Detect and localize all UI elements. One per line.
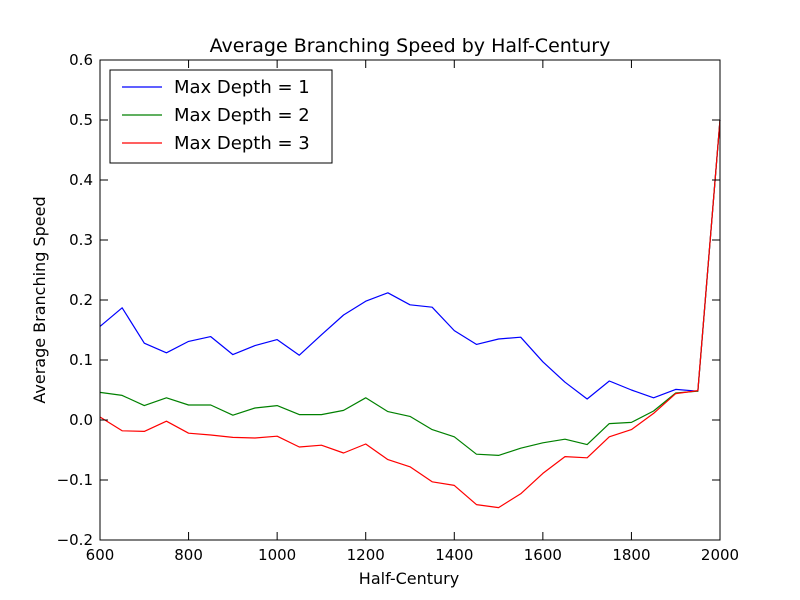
x-tick-label: 1800 (612, 546, 650, 564)
y-tick-label: 0.5 (69, 111, 93, 129)
legend-label-1: Max Depth = 1 (174, 77, 310, 98)
series-layer (99, 119, 721, 509)
legend: Max Depth = 1 Max Depth = 2 Max Depth = 3 (109, 69, 333, 164)
x-axis-title: Half-Century (359, 569, 459, 588)
series-line-1 (99, 119, 721, 400)
y-tick-label: 0.6 (69, 51, 93, 69)
x-tick-label: 1400 (435, 546, 473, 564)
y-tick-label: −0.1 (57, 471, 93, 489)
y-tick-label: 0.3 (69, 231, 93, 249)
series-line-3 (99, 119, 721, 509)
x-tick-label: 1000 (258, 546, 296, 564)
y-tick-label: 0.0 (69, 411, 93, 429)
chart-title: Average Branching Speed by Half-Century (210, 35, 611, 57)
x-tick-label: 2000 (701, 546, 739, 564)
y-tick-label: 0.2 (69, 291, 93, 309)
x-tick-label: 800 (174, 546, 203, 564)
y-tick-label: −0.2 (57, 531, 93, 549)
legend-box (109, 69, 333, 164)
legend-label-3: Max Depth = 3 (174, 133, 310, 154)
legend-label-2: Max Depth = 2 (174, 105, 310, 126)
x-tick-label: 600 (86, 546, 115, 564)
series-line-2 (99, 119, 721, 456)
x-tick-label: 1200 (347, 546, 385, 564)
x-tick-label: 1600 (524, 546, 562, 564)
y-tick-label: 0.4 (69, 171, 93, 189)
y-tick-label: 0.1 (69, 351, 93, 369)
y-axis-title: Average Branching Speed (30, 196, 49, 403)
ticks-layer: 600 800 1000 1200 1400 1600 1800 2000 −0.2 −0.1 0.… (57, 51, 740, 564)
